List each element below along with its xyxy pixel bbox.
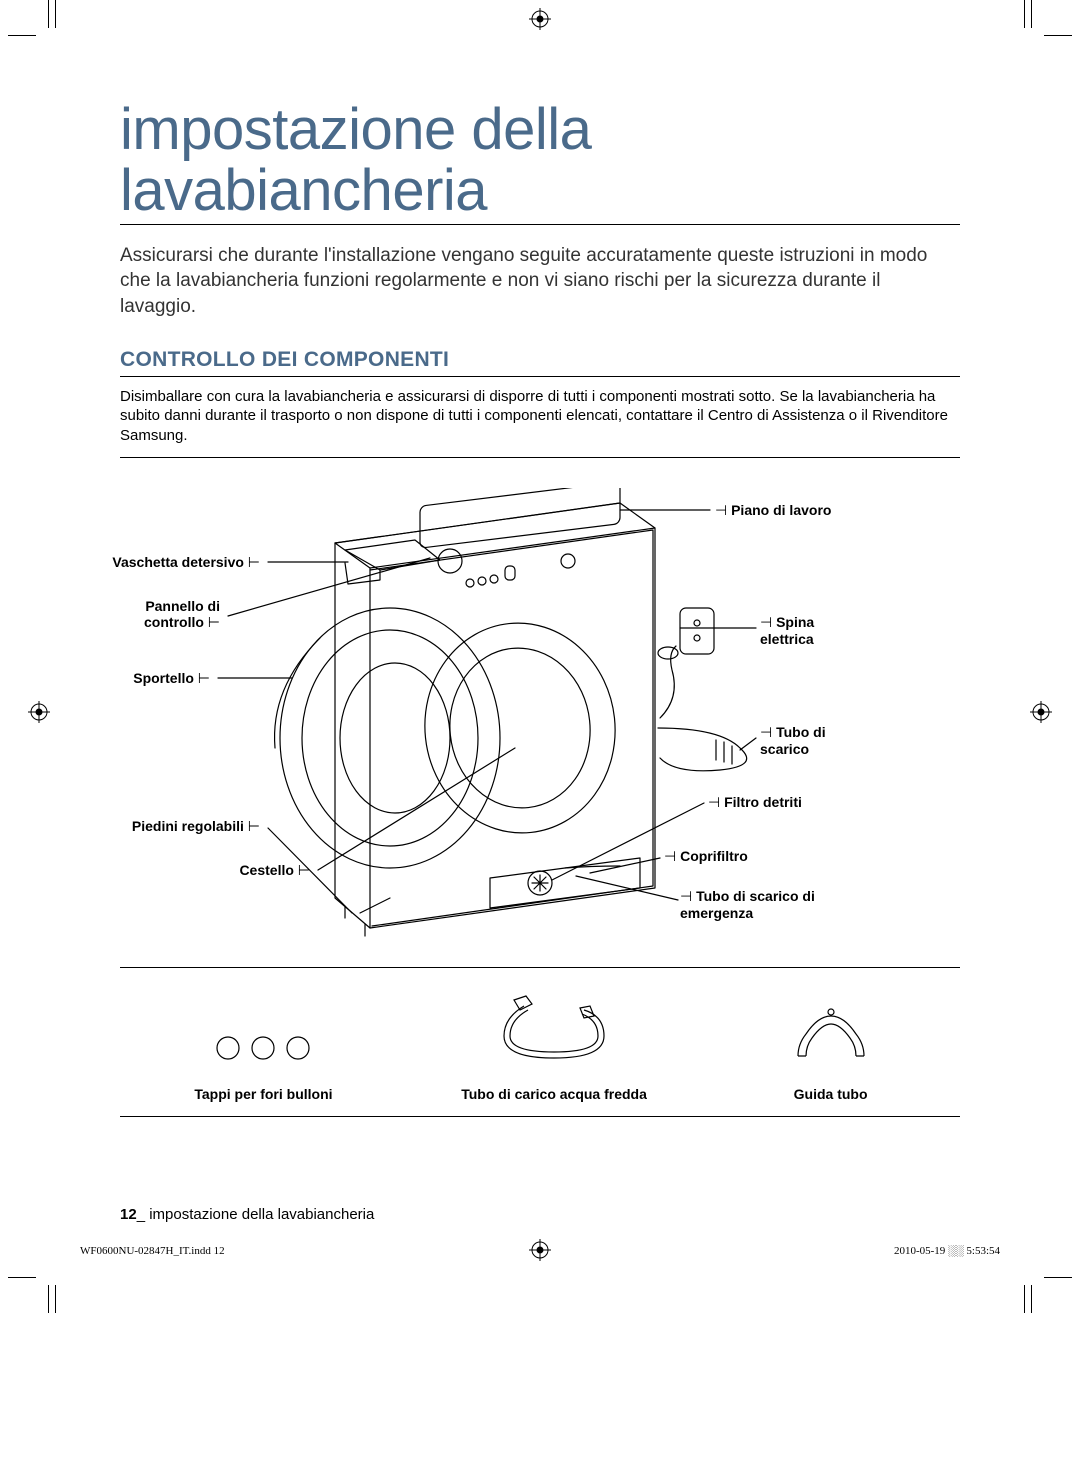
accessory-label: Tappi per fori bulloni (194, 1086, 332, 1102)
callout-emergency: ⊣ Tubo di scarico di emergenza (680, 888, 815, 921)
accessories-row: Tappi per fori bulloni Tubo di carico ac… (120, 968, 960, 1117)
crop-mark (1044, 1277, 1072, 1278)
accessory-bolt-caps: Tappi per fori bulloni (194, 1008, 332, 1102)
running-title: impostazione della lavabiancheria (149, 1206, 374, 1223)
hose-guide-icon (776, 998, 886, 1068)
crop-mark (55, 1285, 56, 1313)
page-content: impostazione della lavabiancheria Assicu… (120, 100, 960, 1117)
crop-mark (1044, 35, 1072, 36)
callout-label: Filtro detriti (724, 794, 802, 810)
crop-mark (55, 0, 56, 28)
callout-detergent: Vaschetta detersivo ⊢ (112, 554, 260, 571)
accessory-label: Guida tubo (776, 1086, 886, 1102)
callout-cover: ⊣ Coprifiltro (664, 848, 748, 865)
registration-mark-icon (529, 8, 551, 30)
registration-mark-icon (1030, 701, 1052, 723)
callout-label: Tubo di scarico di emergenza (680, 888, 815, 921)
registration-mark-icon (529, 1239, 551, 1261)
print-meta-file: WF0600NU-02847H_IT.indd 12 (80, 1245, 225, 1257)
callout-feet: Piedini regolabili ⊢ (132, 818, 260, 835)
callout-label: Coprifiltro (680, 848, 748, 864)
print-meta-timestamp: 2010-05-19 ░░ 5:53:54 (894, 1245, 1000, 1257)
intro-paragraph: Assicurarsi che durante l'installazione … (120, 243, 960, 320)
callout-label: Cestello (239, 862, 293, 878)
callout-label: Piedini regolabili (132, 818, 244, 834)
callout-tub: Cestello ⊢ (239, 862, 310, 879)
callout-drain: ⊣ Tubo di scarico (760, 724, 826, 757)
callout-panel: Pannello di controllo ⊢ (144, 598, 220, 631)
accessory-cold-hose: Tubo di carico acqua fredda (461, 988, 647, 1102)
crop-mark (1031, 1285, 1032, 1313)
callout-label: Sportello (133, 670, 194, 686)
callout-filter: ⊣ Filtro detriti (708, 794, 802, 811)
bolt-caps-icon (208, 1008, 318, 1068)
crop-mark (1024, 0, 1025, 28)
callout-door: Sportello ⊢ (133, 670, 210, 687)
callout-label: Vaschetta detersivo (112, 554, 244, 570)
crop-mark (1031, 0, 1032, 28)
crop-mark (8, 35, 36, 36)
crop-mark (48, 1285, 49, 1313)
crop-mark (8, 1277, 36, 1278)
section-heading: CONTROLLO DEI COMPONENTI (120, 348, 960, 377)
registration-mark-icon (28, 701, 50, 723)
page-title: impostazione della lavabiancheria (120, 100, 960, 225)
accessory-hose-guide: Guida tubo (776, 998, 886, 1102)
page-number: 12 (120, 1206, 137, 1223)
section-body: Disimballare con cura la lavabiancheria … (120, 387, 960, 459)
crop-mark (1024, 1285, 1025, 1313)
page-footer: 12_ impostazione della lavabiancheria (120, 1206, 374, 1223)
cold-hose-icon (484, 988, 624, 1068)
crop-mark (48, 0, 49, 28)
accessory-label: Tubo di carico acqua fredda (461, 1086, 647, 1102)
callout-worktop: ⊣ Piano di lavoro (715, 502, 831, 519)
callout-plug: ⊣ Spina elettrica (760, 614, 814, 647)
parts-diagram: ⊣ Piano di lavoro Vaschetta detersivo ⊢ … (120, 488, 960, 968)
callout-label: Piano di lavoro (731, 502, 831, 518)
